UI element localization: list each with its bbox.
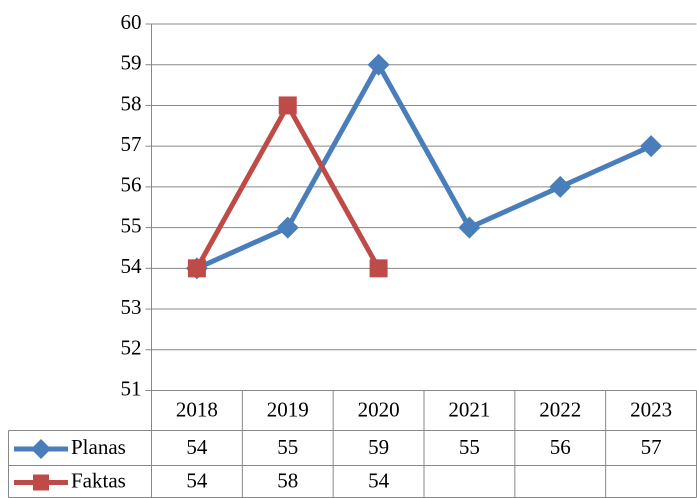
table-value: 56	[550, 435, 571, 459]
x-tick-label: 2018	[176, 397, 218, 421]
y-tick-label: 58	[121, 91, 142, 115]
y-tick-label: 57	[121, 132, 142, 156]
y-tick-label: 56	[121, 173, 142, 197]
table-value: 59	[368, 435, 389, 459]
y-tick-label: 51	[121, 376, 142, 400]
marker	[458, 216, 481, 239]
y-tick-label: 54	[121, 254, 143, 278]
table-value: 58	[277, 468, 298, 492]
legend-marker	[31, 439, 51, 459]
y-tick-label: 52	[121, 336, 142, 360]
table-value: 54	[186, 435, 208, 459]
x-tick-label: 2020	[358, 397, 400, 421]
y-tick-label: 59	[121, 51, 142, 75]
table-value: 57	[641, 435, 662, 459]
legend-label: Planas	[71, 435, 126, 459]
x-tick-label: 2021	[448, 397, 490, 421]
marker	[367, 53, 390, 76]
y-tick-label: 55	[121, 213, 142, 237]
y-tick-label: 60	[121, 10, 142, 34]
x-tick-label: 2019	[267, 397, 309, 421]
table-value: 55	[277, 435, 298, 459]
y-tick-label: 53	[121, 295, 142, 319]
x-tick-label: 2022	[539, 397, 581, 421]
marker	[278, 96, 297, 115]
table-value: 55	[459, 435, 480, 459]
marker	[276, 216, 299, 239]
table-value: 54	[186, 468, 208, 492]
legend-marker	[33, 474, 49, 491]
marker	[369, 259, 388, 278]
x-tick-label: 2023	[630, 397, 672, 421]
legend-label: Faktas	[71, 468, 126, 492]
marker	[187, 259, 206, 278]
marker	[640, 135, 663, 158]
series-line	[195, 62, 653, 271]
table-value: 54	[368, 468, 390, 492]
marker	[549, 175, 572, 198]
